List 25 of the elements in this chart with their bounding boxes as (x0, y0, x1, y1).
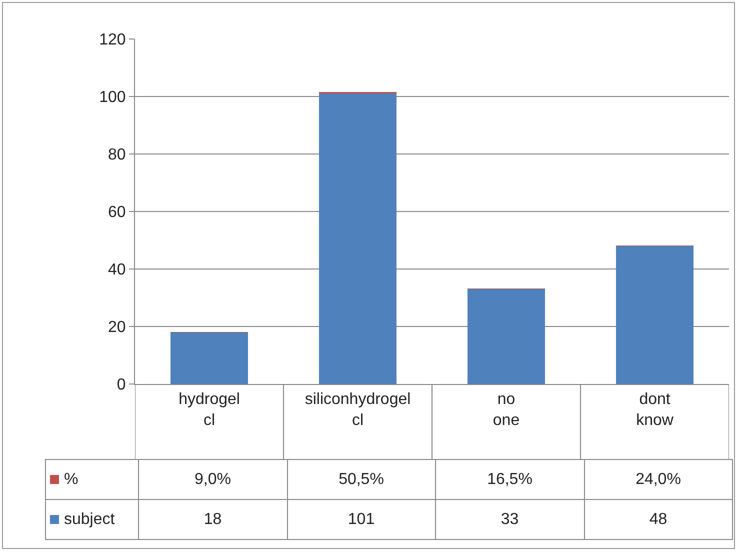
x-tick-label: siliconhydrogel cl (304, 391, 411, 429)
data-label: 33 (436, 500, 584, 540)
data-label: 16,5% (436, 460, 584, 500)
y-tick-label: 60 (108, 204, 126, 222)
y-tick-label: 80 (108, 146, 126, 164)
data-label: 50,5% (287, 460, 436, 500)
legend-label: % (64, 470, 78, 488)
data-label: 18 (138, 500, 287, 540)
bar (170, 332, 248, 384)
data-label: 101 (287, 500, 436, 540)
x-tick-label: dont know (636, 391, 674, 429)
y-tick-label: 120 (99, 32, 126, 49)
data-label: 9,0% (138, 460, 287, 500)
y-tick-label: 0 (116, 376, 126, 394)
legend-label: subject (64, 510, 115, 528)
bar (468, 289, 545, 384)
data-label: 48 (584, 500, 732, 540)
bar (319, 94, 396, 384)
y-tick-label: 40 (108, 262, 126, 279)
x-tick-label: no one (492, 391, 520, 429)
data-label: 24,0% (584, 460, 732, 500)
y-tick-label: 20 (108, 319, 126, 336)
y-tick-label: 100 (99, 89, 126, 106)
bar (616, 246, 694, 384)
x-tick-label: hydrogel cl (178, 391, 240, 429)
